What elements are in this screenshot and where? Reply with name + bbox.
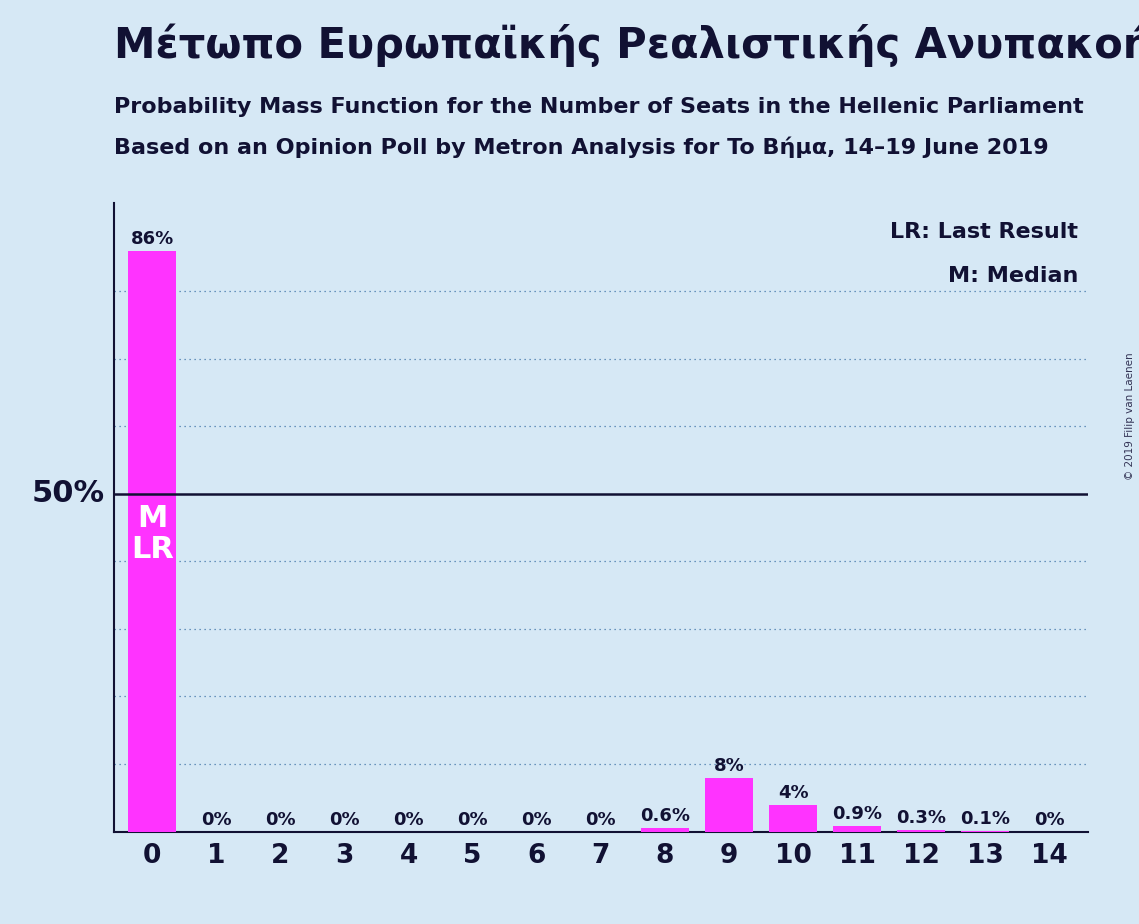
Text: 0%: 0% xyxy=(393,811,424,829)
Text: 50%: 50% xyxy=(31,480,105,508)
Text: 0%: 0% xyxy=(329,811,360,829)
Text: M: Median: M: Median xyxy=(948,266,1077,286)
Text: 0%: 0% xyxy=(202,811,231,829)
Text: Probability Mass Function for the Number of Seats in the Hellenic Parliament: Probability Mass Function for the Number… xyxy=(114,97,1083,117)
Bar xyxy=(898,830,945,832)
Text: 0%: 0% xyxy=(265,811,296,829)
Text: 0%: 0% xyxy=(458,811,487,829)
Bar xyxy=(129,250,177,832)
Text: 0%: 0% xyxy=(522,811,552,829)
Text: 0.6%: 0.6% xyxy=(640,807,690,825)
Text: 0.3%: 0.3% xyxy=(896,808,947,827)
Text: Μέτωπο Ευρωπαϊκής Ρεαλιστικής Ανυπακοής: Μέτωπο Ευρωπαϊκής Ρεαλιστικής Ανυπακοής xyxy=(114,23,1139,67)
Text: 0%: 0% xyxy=(585,811,616,829)
Text: M
LR: M LR xyxy=(131,505,174,565)
Text: LR: Last Result: LR: Last Result xyxy=(890,222,1077,242)
Text: 86%: 86% xyxy=(131,230,174,248)
Text: 0%: 0% xyxy=(1034,811,1065,829)
Text: © 2019 Filip van Laenen: © 2019 Filip van Laenen xyxy=(1125,352,1134,480)
Text: 4%: 4% xyxy=(778,784,809,802)
Text: 8%: 8% xyxy=(714,757,744,775)
Bar xyxy=(641,828,689,832)
Text: Based on an Opinion Poll by Metron Analysis for To Βήμα, 14–19 June 2019: Based on an Opinion Poll by Metron Analy… xyxy=(114,137,1049,158)
Text: 0.9%: 0.9% xyxy=(833,805,882,822)
Text: 0.1%: 0.1% xyxy=(960,810,1010,828)
Bar xyxy=(833,825,882,832)
Bar xyxy=(769,805,817,832)
Bar xyxy=(705,778,753,832)
